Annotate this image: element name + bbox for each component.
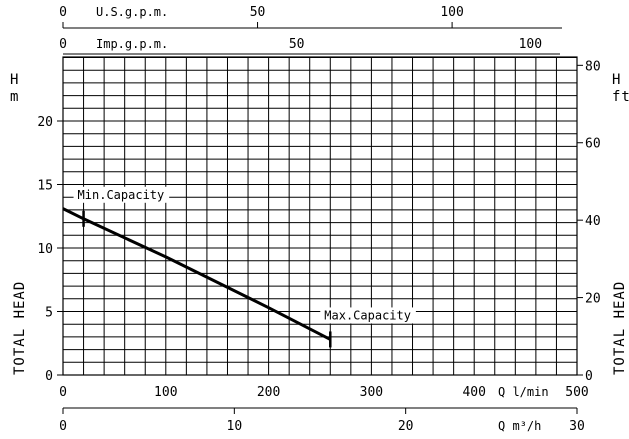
x-tick-label-lmin: 400 (462, 385, 485, 400)
x-tick-label-impgpm: 0 (59, 37, 67, 52)
y-tick-label-right: 0 (585, 369, 593, 384)
right-unit-ft: ft (612, 89, 629, 105)
x-tick-label-usgpm: 0 (59, 5, 67, 20)
y-tick-label-right: 20 (585, 292, 601, 307)
x-tick-label-m3h: 30 (569, 419, 585, 434)
x-axis-title-lmin: Q l/min (498, 385, 549, 399)
performance-curve (62, 207, 331, 341)
y-tick-label-left: 20 (37, 115, 53, 130)
plot-frame (62, 56, 578, 376)
chart-annotations: Min.Capacity Max.Capacity (73, 186, 416, 348)
min-capacity-label: Min.Capacity (78, 188, 165, 202)
x-axis-title-impgpm: Imp.g.p.m. (96, 37, 168, 51)
max-capacity-label: Max.Capacity (324, 308, 411, 322)
left-unit-h: H (10, 72, 19, 88)
chart-grid (62, 57, 578, 376)
chart-axes (57, 22, 583, 414)
x-axis-title-usgpm: U.S.g.p.m. (96, 5, 168, 19)
x-tick-label-lmin: 0 (59, 385, 67, 400)
x-tick-label-lmin: 100 (154, 385, 177, 400)
x-tick-label-usgpm: 100 (440, 5, 463, 20)
annotation-bg (320, 307, 416, 324)
y-tick-label-right: 40 (585, 214, 601, 229)
x-tick-label-lmin: 200 (257, 385, 280, 400)
y-tick-label-left: 10 (37, 242, 53, 257)
annotation-bg (73, 186, 170, 203)
x-tick-label-lmin: 500 (565, 385, 588, 400)
right-unit-h: H (612, 72, 621, 88)
chart-series (62, 207, 331, 341)
x-tick-label-m3h: 10 (227, 419, 243, 434)
x-axis-title-m3h: Q m³/h (498, 419, 541, 433)
y-tick-label-left: 0 (45, 369, 53, 384)
x-tick-label-impgpm: 100 (519, 37, 542, 52)
y-tick-label-left: 15 (37, 179, 53, 194)
left-unit-m: m (10, 89, 19, 105)
y-tick-label-left: 5 (45, 306, 53, 321)
y-axis-title-right: TOTAL HEAD (612, 281, 628, 375)
y-axis-title-left: TOTAL HEAD (12, 281, 28, 375)
x-tick-label-lmin: 300 (360, 385, 383, 400)
x-tick-label-m3h: 20 (398, 419, 414, 434)
x-tick-label-usgpm: 50 (250, 5, 266, 20)
y-tick-label-right: 80 (585, 59, 601, 74)
x-tick-label-m3h: 0 (59, 419, 67, 434)
x-tick-label-impgpm: 50 (289, 37, 305, 52)
y-tick-label-right: 60 (585, 137, 601, 152)
